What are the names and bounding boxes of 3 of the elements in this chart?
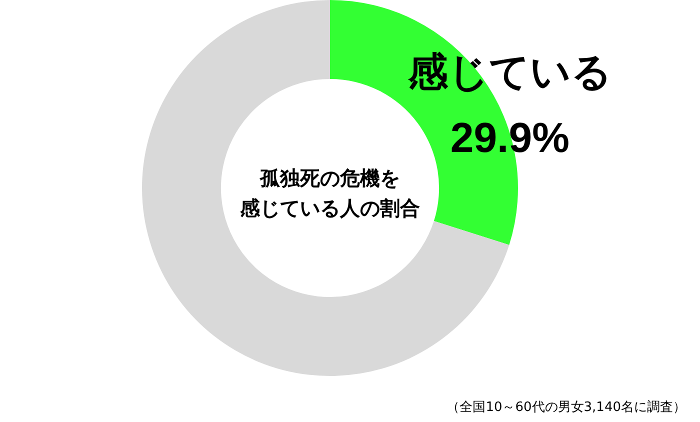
slice-label: 感じている	[406, 50, 612, 96]
text: 孤独死の危機を感じている人の割合	[239, 165, 421, 222]
text: （全国10～60代の男女3,140名に調査）	[446, 399, 686, 416]
